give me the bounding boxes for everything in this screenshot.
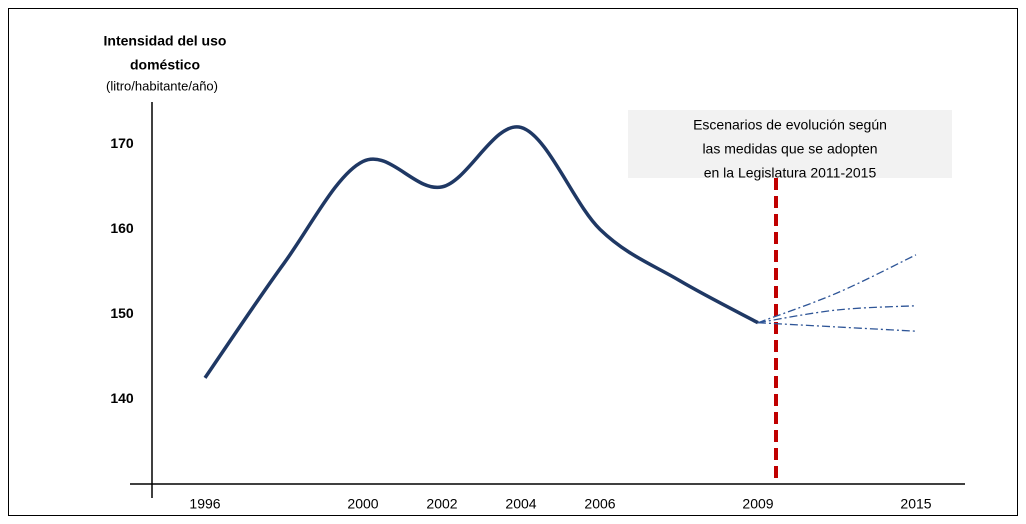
frame [8,8,1018,516]
annotation-box [628,110,952,178]
annotation-text: las medidas que se adopten [702,141,877,157]
y-tick-label: 150 [110,305,134,321]
series-line [757,322,917,332]
series-line [757,254,917,324]
annotation-text: en la Legislatura 2011-2015 [704,165,877,181]
series-line [757,305,917,324]
x-tick-label: 2006 [584,496,615,512]
series-line [203,125,759,379]
annotation-text: Escenarios de evolución según [693,117,887,133]
x-tick-label: 2000 [347,496,378,512]
y-tick-label: 140 [110,390,134,406]
x-tick-label: 1996 [189,496,220,512]
x-tick-label: 2009 [742,496,773,512]
x-tick-label: 2015 [900,496,931,512]
y-tick-label: 170 [110,135,134,151]
y-tick-label: 160 [110,220,134,236]
y-axis-title: doméstico [130,57,200,73]
x-tick-label: 2002 [426,496,457,512]
y-axis-title: Intensidad del uso [104,33,227,49]
x-tick-label: 2004 [505,496,536,512]
y-axis-unit: (litro/habitante/año) [106,78,218,93]
